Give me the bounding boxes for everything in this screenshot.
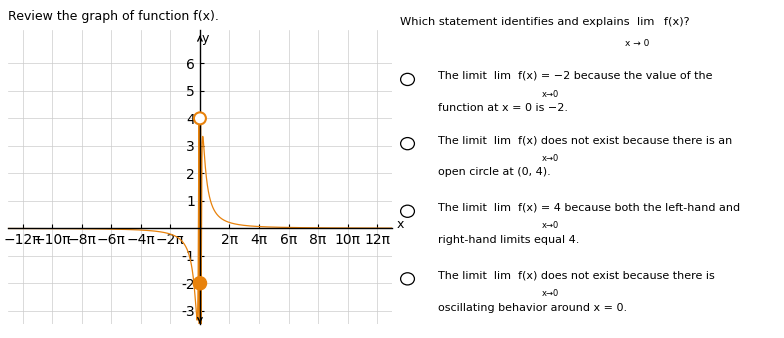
Text: The limit  lim  f(x) does not exist because there is an: The limit lim f(x) does not exist becaus… [438, 135, 732, 145]
Text: x→0: x→0 [542, 289, 559, 298]
Text: y: y [201, 32, 209, 45]
Text: The limit  lim  f(x) = 4 because both the left-hand and: The limit lim f(x) = 4 because both the … [438, 203, 740, 213]
Text: Review the graph of function f(x).: Review the graph of function f(x). [8, 10, 219, 23]
Ellipse shape [194, 277, 206, 290]
Text: Which statement identifies and explains  lim   f(x)?: Which statement identifies and explains … [400, 17, 689, 27]
Text: x→0: x→0 [542, 90, 559, 99]
Text: x: x [397, 218, 404, 232]
Text: The limit  lim  f(x) = −2 because the value of the: The limit lim f(x) = −2 because the valu… [438, 71, 713, 81]
Text: x → 0: x → 0 [625, 39, 649, 48]
Text: The limit  lim  f(x) does not exist because there is: The limit lim f(x) does not exist becaus… [438, 270, 715, 281]
Text: x→0: x→0 [542, 154, 559, 163]
Ellipse shape [194, 112, 206, 124]
Text: function at x = 0 is −2.: function at x = 0 is −2. [438, 103, 568, 113]
Text: open circle at (0, 4).: open circle at (0, 4). [438, 167, 551, 177]
Text: right-hand limits equal 4.: right-hand limits equal 4. [438, 235, 579, 245]
Text: oscillating behavior around x = 0.: oscillating behavior around x = 0. [438, 303, 627, 313]
Text: x→0: x→0 [542, 221, 559, 231]
